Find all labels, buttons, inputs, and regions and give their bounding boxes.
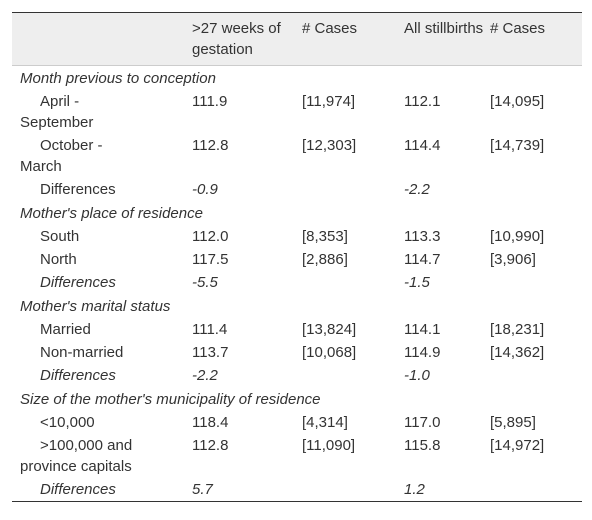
data-row: April - September 111.9 [11,974] 112.1 [14,0… xyxy=(12,90,582,134)
difference: -2.2 xyxy=(192,367,218,384)
empty-cell xyxy=(302,364,404,387)
difference: -1.0 xyxy=(404,367,430,384)
row-label: Differences xyxy=(40,367,116,384)
empty-cell xyxy=(490,478,582,502)
cell: 112.8 xyxy=(192,137,229,154)
data-row: Differences 5.7 1.2 xyxy=(12,478,582,502)
data-table: >27 weeks of gestation # Cases All still… xyxy=(12,12,582,502)
header-cell: # Cases xyxy=(302,12,404,66)
data-row: <10,000 118.4 [4,314] 117.0 [5,895] xyxy=(12,411,582,434)
cell: [14,972] xyxy=(490,437,545,454)
row-label: <10,000 xyxy=(40,414,95,431)
cell: 114.4 xyxy=(404,137,441,154)
header-cell: All stillbirths xyxy=(404,12,490,66)
cell: [10,990] xyxy=(490,228,545,245)
difference: -0.9 xyxy=(192,181,218,198)
cell: 117.0 xyxy=(404,414,441,431)
empty-cell xyxy=(490,178,582,201)
row-label: Married xyxy=(40,321,91,338)
cell: [14,362] xyxy=(490,344,545,361)
row-label: North xyxy=(40,251,77,268)
section-row: Mother's place of residence xyxy=(12,201,582,225)
table-body: Month previous to conception April - Sept… xyxy=(12,66,582,502)
row-label: Non-married xyxy=(40,344,124,361)
table-header: >27 weeks of gestation # Cases All still… xyxy=(12,12,582,66)
cell: 118.4 xyxy=(192,414,229,431)
section-title: Month previous to conception xyxy=(20,70,216,87)
row-label: Differences xyxy=(40,481,116,498)
header-cell: >27 weeks of gestation xyxy=(192,12,302,66)
difference: -5.5 xyxy=(192,274,218,291)
empty-cell xyxy=(302,478,404,502)
cell: [13,824] xyxy=(302,321,357,338)
row-label: Differences xyxy=(40,181,116,198)
data-row: Married 111.4 [13,824] 114.1 [18,231] xyxy=(12,318,582,341)
data-row: Differences -0.9 -2.2 xyxy=(12,178,582,201)
header-cell xyxy=(12,12,192,66)
cell: 114.1 xyxy=(404,321,441,338)
cell: 112.1 xyxy=(404,93,441,110)
row-label: Differences xyxy=(40,274,116,291)
difference: -1.5 xyxy=(404,274,430,291)
section-title: Mother's place of residence xyxy=(20,205,203,222)
cell: [11,974] xyxy=(302,93,356,110)
section-title: Size of the mother's municipality of res… xyxy=(20,391,321,408)
cell: 113.3 xyxy=(404,228,441,245)
cell: 111.9 xyxy=(192,93,228,110)
cell: [18,231] xyxy=(490,321,545,338)
cell: 114.9 xyxy=(404,344,441,361)
row-label: April - September xyxy=(20,93,94,131)
data-row: Differences -2.2 -1.0 xyxy=(12,364,582,387)
empty-cell xyxy=(490,271,582,294)
section-row: Size of the mother's municipality of res… xyxy=(12,387,582,411)
row-label: South xyxy=(40,228,80,245)
empty-cell xyxy=(490,364,582,387)
empty-cell xyxy=(302,271,404,294)
data-row: >100,000 and province capitals 112.8 [11,0… xyxy=(12,434,582,478)
cell: [14,095] xyxy=(490,93,545,110)
difference: 1.2 xyxy=(404,481,425,498)
cell: 114.7 xyxy=(404,251,441,268)
section-title: Mother's marital status xyxy=(20,298,171,315)
empty-cell xyxy=(302,178,404,201)
cell: 112.0 xyxy=(192,228,229,245)
difference: -2.2 xyxy=(404,181,430,198)
row-label: >100,000 and province capitals xyxy=(20,437,133,475)
cell: [8,353] xyxy=(302,228,348,245)
data-row: Differences -5.5 -1.5 xyxy=(12,271,582,294)
cell: 115.8 xyxy=(404,437,441,454)
cell: [10,068] xyxy=(302,344,357,361)
cell: [4,314] xyxy=(302,414,348,431)
cell: [3,906] xyxy=(490,251,536,268)
cell: 111.4 xyxy=(192,321,228,338)
data-row: North 117.5 [2,886] 114.7 [3,906] xyxy=(12,248,582,271)
cell: [5,895] xyxy=(490,414,536,431)
header-cell: # Cases xyxy=(490,12,582,66)
cell: [14,739] xyxy=(490,137,545,154)
cell: 113.7 xyxy=(192,344,229,361)
section-row: Mother's marital status xyxy=(12,294,582,318)
section-row: Month previous to conception xyxy=(12,66,582,91)
cell: [11,090] xyxy=(302,437,356,454)
difference: 5.7 xyxy=(192,481,213,498)
cell: 117.5 xyxy=(192,251,229,268)
row-label: October - March xyxy=(20,137,103,175)
data-row: October - March 112.8 [12,303] 114.4 [14,739… xyxy=(12,134,582,178)
data-row: South 112.0 [8,353] 113.3 [10,990] xyxy=(12,225,582,248)
cell: 112.8 xyxy=(192,437,229,454)
cell: [2,886] xyxy=(302,251,348,268)
cell: [12,303] xyxy=(302,137,357,154)
data-row: Non-married 113.7 [10,068] 114.9 [14,362] xyxy=(12,341,582,364)
